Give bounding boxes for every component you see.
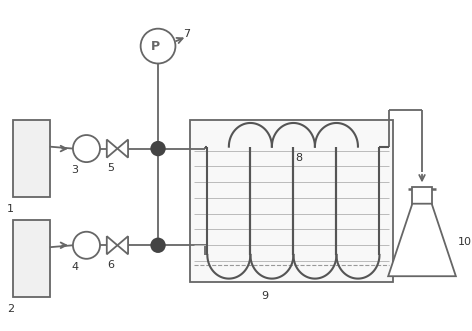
Circle shape (73, 232, 100, 259)
Text: 2: 2 (7, 304, 14, 314)
Text: 8: 8 (295, 153, 303, 163)
Bar (13, 220, 50, 298)
Text: 7: 7 (183, 29, 190, 39)
Text: 1: 1 (7, 204, 14, 213)
Circle shape (73, 135, 100, 162)
Text: 10: 10 (458, 237, 472, 247)
Text: 4: 4 (71, 261, 78, 271)
Polygon shape (107, 140, 118, 158)
Bar (413, 187, 432, 204)
Circle shape (151, 239, 165, 252)
Polygon shape (388, 204, 456, 276)
Text: 6: 6 (107, 260, 114, 270)
Text: 3: 3 (71, 165, 78, 175)
Polygon shape (118, 236, 128, 254)
Polygon shape (118, 140, 128, 158)
Polygon shape (107, 236, 118, 254)
Circle shape (151, 142, 165, 155)
Bar (190, 119, 393, 282)
Text: 5: 5 (107, 163, 114, 173)
Circle shape (141, 29, 176, 64)
Text: P: P (151, 40, 160, 53)
Bar (13, 119, 50, 197)
Text: 9: 9 (261, 291, 268, 301)
